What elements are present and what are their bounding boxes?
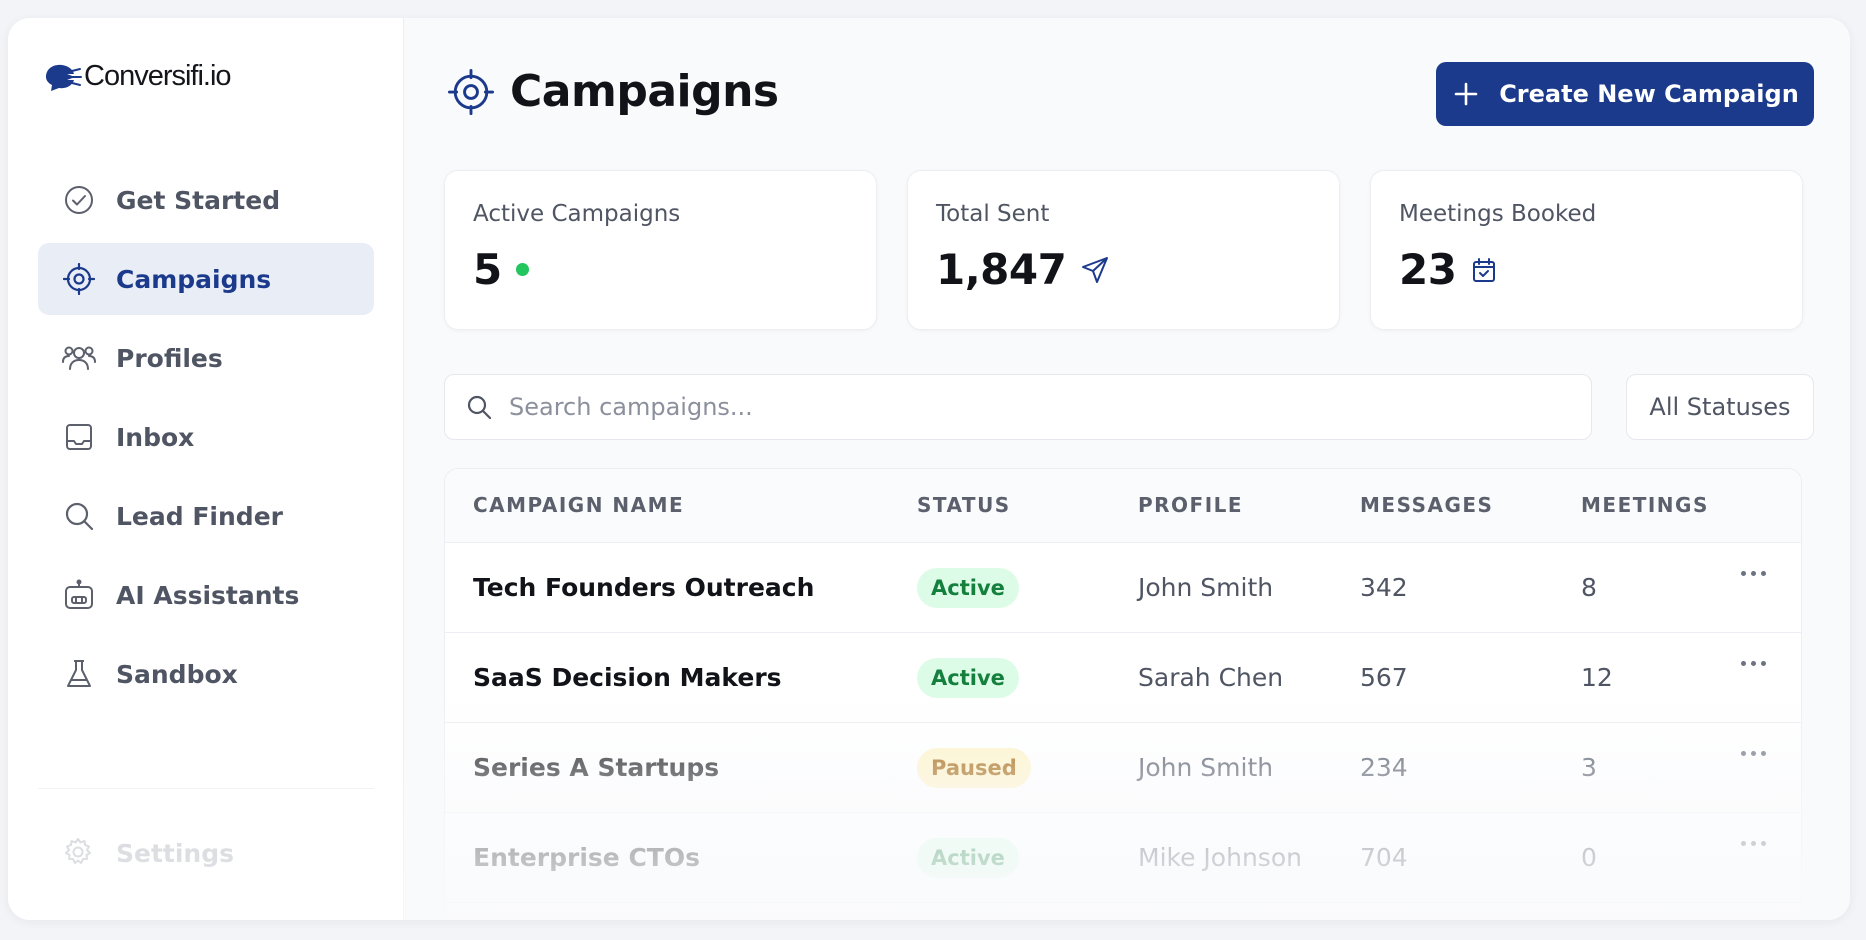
stat-value: 5 [473, 245, 502, 294]
campaign-name[interactable]: SaaS Decision Makers [473, 663, 782, 692]
profile-name: John Smith [1138, 573, 1274, 602]
sidebar-item-label: Sandbox [116, 659, 238, 689]
messages-count: 342 [1360, 573, 1408, 602]
column-header-status[interactable]: STATUS [917, 493, 1011, 517]
robot-icon [62, 578, 96, 612]
stat-value: 1,847 [936, 245, 1067, 294]
column-header-profile[interactable]: PROFILE [1138, 493, 1244, 517]
stats-row: Active Campaigns 5 Total Sent 1,847 [444, 170, 1803, 330]
sidebar-divider [38, 788, 374, 789]
sidebar-item-get-started[interactable]: Get Started [38, 164, 374, 236]
campaign-name[interactable]: Series A Startups [473, 753, 720, 782]
gear-icon [62, 836, 96, 870]
brand-name: Conversifi.io [84, 60, 232, 92]
column-header-campaign-name[interactable]: CAMPAIGN NAME [473, 493, 685, 517]
column-header-messages[interactable]: MESSAGES [1360, 493, 1494, 517]
create-campaign-label: Create New Campaign [1499, 80, 1799, 108]
status-badge: Paused [917, 748, 1031, 788]
table-row[interactable]: Series A Startups Paused John Smith 234 … [445, 723, 1801, 813]
send-icon [1080, 255, 1110, 285]
inbox-icon [62, 420, 96, 454]
sidebar-item-profiles[interactable]: Profiles [38, 322, 374, 394]
stat-value: 23 [1399, 245, 1457, 294]
status-badge: Active [917, 838, 1019, 878]
sidebar-nav: Get Started Campaigns [38, 164, 374, 717]
status-badge: Active [917, 568, 1019, 608]
table-row[interactable]: Enterprise CTOs Active Mike Johnson 704 … [445, 813, 1801, 903]
campaigns-table: CAMPAIGN NAME STATUS PROFILE MESSAGES ME… [444, 468, 1802, 920]
messages-count: 567 [1360, 663, 1408, 692]
page-title: Campaigns [510, 66, 779, 117]
sidebar-item-label: Lead Finder [116, 501, 283, 531]
meetings-count: 12 [1581, 663, 1613, 692]
column-header-meetings[interactable]: MEETINGS [1581, 493, 1709, 517]
status-dot-icon [515, 263, 529, 276]
sidebar-item-settings[interactable]: Settings [38, 818, 374, 888]
logo-icon [46, 64, 82, 91]
sidebar-item-label: Get Started [116, 185, 281, 215]
more-options-icon[interactable] [1741, 661, 1771, 671]
sidebar-item-label: AI Assistants [116, 580, 300, 610]
more-options-icon[interactable] [1741, 571, 1771, 581]
sidebar: Conversifi.io Get Started Campaig [8, 18, 404, 920]
campaign-name[interactable]: Tech Founders Outreach [473, 573, 815, 602]
search-icon [467, 395, 492, 420]
sidebar-item-inbox[interactable]: Inbox [38, 401, 374, 473]
settings-label: Settings [116, 838, 235, 868]
messages-count: 704 [1360, 843, 1408, 872]
sidebar-item-sandbox[interactable]: Sandbox [38, 638, 374, 710]
profile-name: Sarah Chen [1138, 663, 1284, 692]
sidebar-item-label: Campaigns [116, 264, 272, 294]
sidebar-item-label: Profiles [116, 343, 223, 373]
profile-name: Mike Johnson [1138, 843, 1302, 872]
app-window: Conversifi.io Get Started Campaig [8, 18, 1850, 920]
page-header: Campaigns [448, 66, 779, 117]
search-icon [62, 499, 96, 533]
plus-icon [1454, 82, 1478, 106]
flask-icon [62, 657, 96, 691]
stat-label: Total Sent [936, 201, 1050, 227]
meetings-count: 3 [1581, 753, 1597, 782]
more-options-icon[interactable] [1741, 841, 1771, 851]
users-icon [62, 341, 96, 375]
table-header: CAMPAIGN NAME STATUS PROFILE MESSAGES ME… [445, 469, 1801, 543]
create-campaign-button[interactable]: Create New Campaign [1436, 62, 1814, 126]
more-options-icon[interactable] [1741, 751, 1771, 761]
stat-label: Meetings Booked [1399, 201, 1597, 227]
calendar-check-icon [1470, 256, 1498, 284]
profile-name: John Smith [1138, 753, 1274, 782]
meetings-count: 0 [1581, 843, 1597, 872]
target-icon [62, 262, 96, 296]
messages-count: 234 [1360, 753, 1408, 782]
search-bar [444, 374, 1592, 440]
target-icon [448, 68, 494, 115]
search-input[interactable] [509, 393, 1559, 421]
table-row[interactable]: SaaS Decision Makers Active Sarah Chen 5… [445, 633, 1801, 723]
status-filter-select[interactable]: All Statuses [1626, 374, 1814, 440]
stat-card-active-campaigns: Active Campaigns 5 [444, 170, 877, 330]
stat-label: Active Campaigns [473, 201, 681, 227]
status-filter-value: All Statuses [1649, 393, 1791, 421]
meetings-count: 8 [1581, 573, 1597, 602]
stat-card-total-sent: Total Sent 1,847 [907, 170, 1340, 330]
sidebar-item-label: Inbox [116, 422, 195, 452]
stat-card-meetings-booked: Meetings Booked 23 [1370, 170, 1803, 330]
sidebar-item-campaigns[interactable]: Campaigns [38, 243, 374, 315]
sidebar-item-ai-assistants[interactable]: AI Assistants [38, 559, 374, 631]
logo[interactable]: Conversifi.io [42, 60, 232, 93]
main-content: Campaigns Create New Campaign Active Cam… [404, 18, 1850, 920]
sidebar-item-lead-finder[interactable]: Lead Finder [38, 480, 374, 552]
status-badge: Active [917, 658, 1019, 698]
campaign-name[interactable]: Enterprise CTOs [473, 843, 700, 872]
table-row[interactable]: Tech Founders Outreach Active John Smith… [445, 543, 1801, 633]
check-circle-icon [62, 183, 96, 217]
